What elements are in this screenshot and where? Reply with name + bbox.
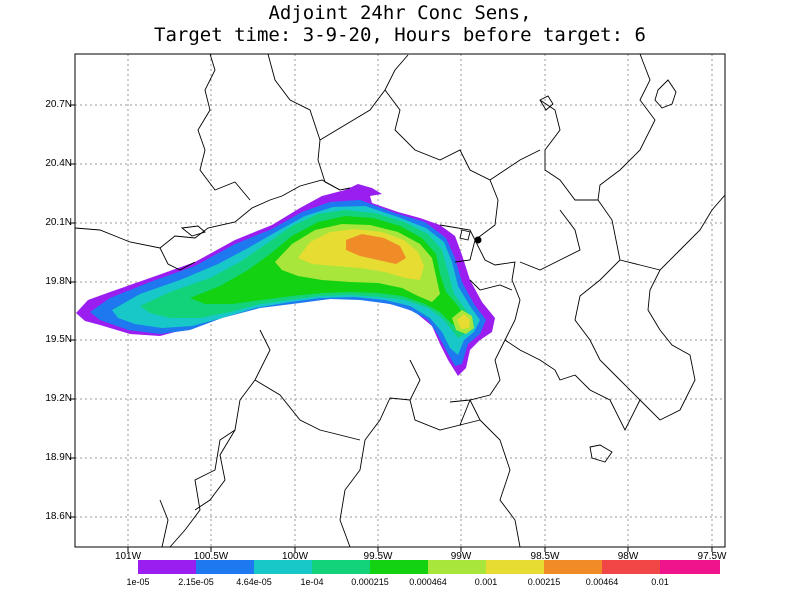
colorbar-swatch-7	[486, 560, 544, 574]
political-boundaries	[74, 53, 726, 548]
contour-level-7b	[457, 314, 470, 329]
colorbar-label: 2.15e-05	[178, 577, 214, 587]
y-tick-label: 20.7N	[45, 99, 72, 110]
y-tick-label: 19.5N	[45, 334, 72, 345]
x-tick-label: 97.5W	[697, 551, 727, 562]
plot-title-line2: Target time: 3-9-20, Hours before target…	[154, 24, 646, 46]
tick-marks	[70, 104, 713, 552]
colorbar-label: 0.00464	[585, 577, 619, 587]
plot-title-line1: Adjoint 24hr Conc Sens,	[268, 2, 532, 24]
colorbar-swatch-5	[370, 560, 428, 574]
x-tick-label: 100.5W	[193, 551, 229, 562]
colorbar-label: 0.01	[651, 577, 669, 587]
colorbar-swatch-4	[312, 560, 370, 574]
colorbar-label: 4.64e-05	[236, 577, 272, 587]
y-tick-label: 18.6N	[45, 511, 72, 522]
contour-level-8	[346, 234, 406, 264]
colorbar-swatch-6	[428, 560, 486, 574]
colorbar-swatch-3	[254, 560, 312, 574]
colorbar-label: 1e-05	[126, 577, 150, 587]
colorbar-label: 0.001	[474, 577, 498, 587]
colorbar-label: 0.000215	[351, 577, 389, 587]
x-tick-label: 98W	[617, 551, 639, 562]
y-tick-label: 20.4N	[45, 158, 72, 169]
x-tick-label: 99.5W	[363, 551, 393, 562]
y-tick-label: 20.1N	[45, 217, 72, 228]
x-tick-label: 100W	[281, 551, 309, 562]
colorbar-swatch-8	[544, 560, 602, 574]
y-tick-label: 18.9N	[45, 452, 72, 463]
colorbar-swatch-9	[602, 560, 660, 574]
y-tick-label: 19.8N	[45, 276, 72, 287]
x-tick-label: 101W	[114, 551, 142, 562]
colorbar-label: 1e-04	[300, 577, 324, 587]
sensitivity-plume	[76, 184, 495, 376]
colorbar-label: 0.000464	[409, 577, 447, 587]
colorbar-swatch-1	[138, 560, 196, 574]
plot-frame	[74, 53, 726, 548]
colorbar	[138, 560, 720, 574]
colorbar-label: 0.00215	[527, 577, 561, 587]
x-tick-label: 98.5W	[530, 551, 560, 562]
x-tick-label: 99W	[450, 551, 472, 562]
colorbar-swatch-10	[660, 560, 720, 574]
colorbar-swatch-2	[196, 560, 254, 574]
y-tick-label: 19.2N	[45, 393, 72, 404]
point-marker	[474, 236, 482, 244]
